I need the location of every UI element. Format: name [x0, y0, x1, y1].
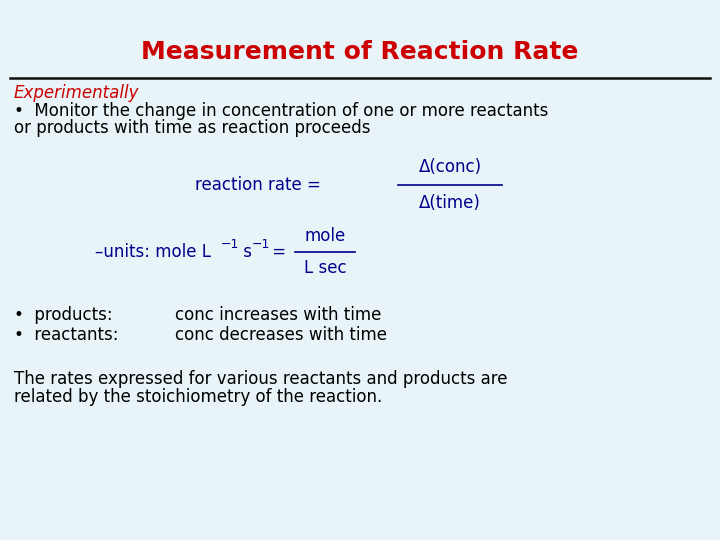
Text: •  Monitor the change in concentration of one or more reactants: • Monitor the change in concentration of…	[14, 102, 549, 120]
Text: Δ(conc): Δ(conc)	[418, 158, 482, 176]
Text: Δ(time): Δ(time)	[419, 194, 481, 212]
Text: or products with time as reaction proceeds: or products with time as reaction procee…	[14, 119, 371, 137]
Text: −1: −1	[221, 238, 239, 251]
Text: s: s	[238, 243, 252, 261]
Text: =: =	[267, 243, 292, 261]
Text: conc increases with time: conc increases with time	[175, 306, 382, 324]
Text: reaction rate =: reaction rate =	[195, 176, 326, 194]
Text: The rates expressed for various reactants and products are: The rates expressed for various reactant…	[14, 370, 508, 388]
Text: mole: mole	[305, 227, 346, 245]
Text: L sec: L sec	[304, 259, 346, 277]
Text: −1: −1	[252, 238, 271, 251]
Text: •  reactants:: • reactants:	[14, 326, 119, 344]
Text: conc decreases with time: conc decreases with time	[175, 326, 387, 344]
Text: related by the stoichiometry of the reaction.: related by the stoichiometry of the reac…	[14, 388, 382, 406]
Text: –units: mole L: –units: mole L	[95, 243, 211, 261]
Text: Measurement of Reaction Rate: Measurement of Reaction Rate	[141, 40, 579, 64]
Text: •  products:: • products:	[14, 306, 112, 324]
Text: Experimentally: Experimentally	[14, 84, 140, 102]
